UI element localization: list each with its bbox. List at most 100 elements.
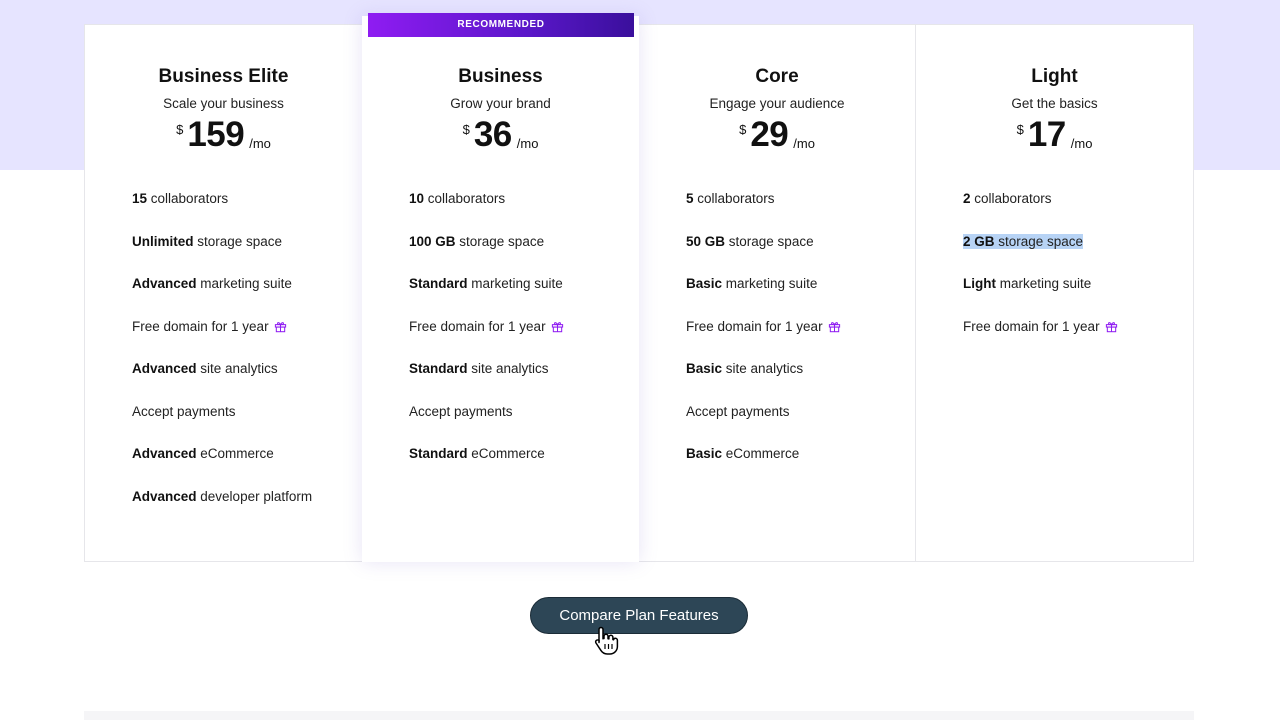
- feature-emphasis: Standard: [409, 276, 468, 291]
- feature-label: Free domain for 1 year: [963, 318, 1100, 334]
- feature-label: collaborators: [424, 191, 506, 206]
- feature-label: storage space: [994, 233, 1084, 249]
- feature-emphasis: Standard: [409, 446, 468, 461]
- feature-text: 100 GB storage space: [409, 234, 544, 249]
- feature-text: Advanced developer platform: [132, 489, 312, 504]
- feature-text: 5 collaborators: [686, 191, 775, 206]
- feature-item: Standard eCommerce: [409, 444, 609, 487]
- feature-label: Accept payments: [132, 403, 236, 419]
- plan-name: Business Elite: [158, 66, 289, 87]
- feature-item: 5 collaborators: [686, 189, 886, 232]
- feature-text: Advanced eCommerce: [132, 446, 274, 461]
- feature-item: 50 GB storage space: [686, 232, 886, 275]
- feature-item: Standard marketing suite: [409, 274, 609, 317]
- feature-text: Standard site analytics: [409, 361, 549, 376]
- plan-card-business-elite: Business Elite Scale your business $ 159…: [85, 25, 362, 561]
- feature-emphasis: Basic: [686, 361, 723, 376]
- feature-item: Light marketing suite: [963, 274, 1163, 317]
- feature-text: 50 GB storage space: [686, 234, 814, 249]
- plan-price: $ 17 /mo: [916, 116, 1193, 154]
- plan-tagline: Scale your business: [163, 96, 284, 111]
- recommended-badge: RECOMMENDED: [368, 13, 634, 37]
- pricing-plans: Business Elite Scale your business $ 159…: [84, 13, 1194, 562]
- feature-item: 2 collaborators: [963, 189, 1163, 232]
- feature-label: collaborators: [147, 191, 229, 206]
- feature-emphasis: 2 GB: [963, 233, 995, 249]
- feature-emphasis: Basic: [686, 446, 723, 461]
- feature-text: Standard eCommerce: [409, 446, 545, 461]
- feature-item: 15 collaborators: [132, 189, 332, 232]
- plan-card-light: Light Get the basics $ 17 /mo 2 collabor…: [916, 25, 1193, 561]
- feature-text: 15 collaborators: [132, 191, 228, 206]
- feature-emphasis: Advanced: [132, 276, 197, 291]
- next-section-edge: [84, 711, 1194, 720]
- gift-icon: [828, 319, 841, 332]
- feature-label: collaborators: [693, 191, 775, 206]
- feature-label: marketing suite: [196, 276, 292, 291]
- feature-item: Free domain for 1 year: [409, 317, 609, 360]
- feature-text: Basic marketing suite: [686, 276, 817, 291]
- feature-label: collaborators: [970, 191, 1052, 206]
- feature-text: 2 collaborators: [963, 191, 1052, 206]
- gift-icon: [551, 319, 564, 332]
- price-currency: $: [739, 122, 747, 137]
- feature-emphasis: 5: [686, 191, 694, 206]
- feature-label: eCommerce: [722, 446, 800, 461]
- feature-text: Free domain for 1 year: [132, 319, 269, 334]
- feature-item: Advanced site analytics: [132, 359, 332, 402]
- feature-emphasis: 10: [409, 191, 425, 206]
- feature-item: Advanced eCommerce: [132, 444, 332, 487]
- price-period: /mo: [249, 136, 271, 151]
- price-amount: 17: [1027, 115, 1066, 154]
- feature-item: 2 GB storage space: [963, 232, 1163, 275]
- feature-text: Advanced site analytics: [132, 361, 278, 376]
- feature-item: Basic eCommerce: [686, 444, 886, 487]
- feature-label: Free domain for 1 year: [132, 318, 269, 334]
- feature-text: Free domain for 1 year: [963, 319, 1100, 334]
- feature-label: marketing suite: [996, 276, 1092, 291]
- feature-list: 10 collaborators 100 GB storage space Stan…: [409, 189, 609, 487]
- price-currency: $: [1016, 122, 1024, 137]
- feature-emphasis: 100 GB: [409, 233, 456, 249]
- plan-name: Light: [1031, 66, 1078, 87]
- plan-price: $ 29 /mo: [639, 116, 915, 154]
- price-period: /mo: [1070, 136, 1093, 151]
- feature-emphasis: 15: [132, 191, 148, 206]
- feature-label: marketing suite: [722, 276, 818, 291]
- feature-text: 10 collaborators: [409, 191, 505, 206]
- feature-text: Accept payments: [132, 404, 236, 419]
- plan-tagline: Engage your audience: [709, 96, 845, 111]
- feature-item: Free domain for 1 year: [132, 317, 332, 360]
- feature-emphasis: Standard: [409, 361, 468, 376]
- feature-item: Basic site analytics: [686, 359, 886, 402]
- feature-text: Basic eCommerce: [686, 446, 799, 461]
- feature-list: 2 collaborators 2 GB storage space Light m…: [963, 189, 1163, 359]
- feature-label: marketing suite: [467, 276, 563, 291]
- price-amount: 36: [473, 115, 512, 154]
- feature-emphasis: Advanced: [132, 446, 197, 461]
- feature-label: Accept payments: [409, 403, 513, 419]
- feature-label: site analytics: [196, 361, 278, 376]
- gift-icon: [274, 319, 287, 332]
- feature-text: Advanced marketing suite: [132, 276, 292, 291]
- price-amount: 159: [187, 115, 245, 154]
- feature-label: eCommerce: [196, 446, 274, 461]
- feature-item: Free domain for 1 year: [963, 317, 1163, 360]
- feature-item: Accept payments: [132, 402, 332, 445]
- feature-item: Advanced marketing suite: [132, 274, 332, 317]
- feature-label: Free domain for 1 year: [686, 318, 823, 334]
- feature-label: storage space: [455, 233, 545, 249]
- feature-emphasis: Advanced: [132, 361, 197, 376]
- feature-item: Free domain for 1 year: [686, 317, 886, 360]
- feature-item: Accept payments: [686, 402, 886, 445]
- price-period: /mo: [793, 136, 815, 151]
- feature-item: 100 GB storage space: [409, 232, 609, 275]
- feature-label: Accept payments: [686, 403, 790, 419]
- compare-plan-features-button[interactable]: Compare Plan Features: [530, 597, 748, 634]
- hand-pointer-icon: [594, 626, 619, 655]
- feature-emphasis: 50 GB: [686, 233, 726, 249]
- feature-text: 2 GB storage space: [963, 233, 1084, 249]
- feature-text: Unlimited storage space: [132, 234, 282, 249]
- gift-icon: [1105, 319, 1118, 332]
- feature-emphasis: 2: [963, 191, 971, 206]
